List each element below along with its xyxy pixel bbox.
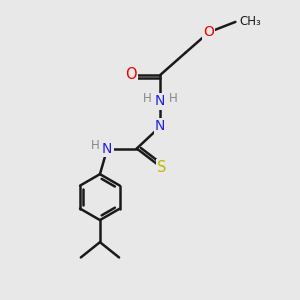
Text: N: N (102, 142, 112, 155)
Text: O: O (203, 25, 214, 39)
Text: H: H (91, 139, 100, 152)
Text: H: H (169, 92, 178, 105)
Text: H: H (143, 92, 152, 105)
Text: O: O (125, 68, 137, 82)
Text: S: S (157, 160, 167, 175)
Text: CH₃: CH₃ (240, 15, 262, 28)
Text: N: N (155, 94, 166, 108)
Text: N: N (155, 119, 166, 134)
